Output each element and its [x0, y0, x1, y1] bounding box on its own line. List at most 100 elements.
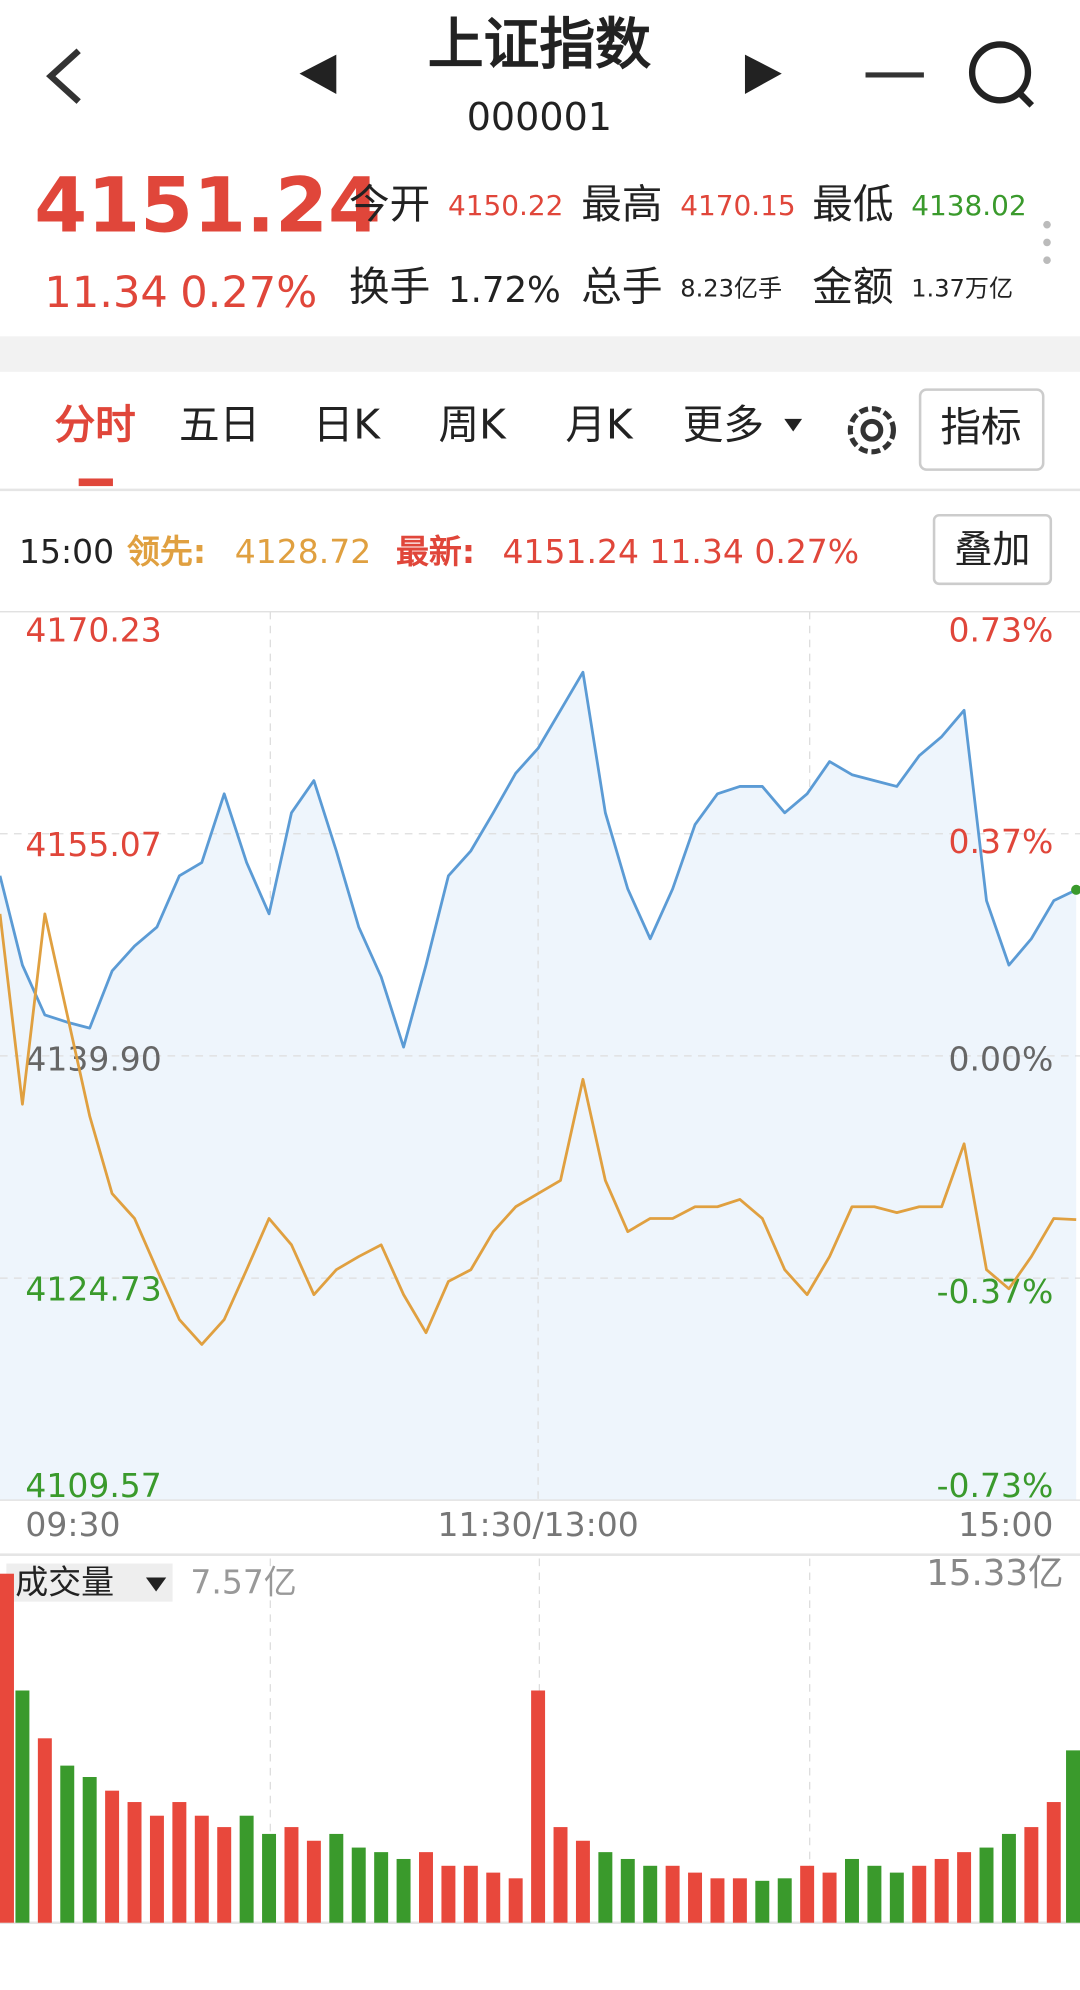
- y-tick-label: 4170.23: [25, 611, 161, 650]
- dropdown-arrow: [784, 418, 803, 432]
- volume-bar: [374, 1852, 389, 1923]
- volume-bar: [889, 1872, 904, 1923]
- prev-button[interactable]: [299, 54, 337, 94]
- volume-bar: [643, 1865, 658, 1923]
- y-tick-label: 4124.73: [25, 1269, 161, 1308]
- volume-bar: [37, 1738, 52, 1923]
- volume-bar: [149, 1815, 164, 1923]
- price: 4151.24: [34, 161, 381, 250]
- volume-bar: [755, 1880, 770, 1923]
- volume-bar: [1024, 1827, 1039, 1923]
- volume-bar: [979, 1847, 994, 1923]
- back-button[interactable]: [46, 48, 81, 104]
- y2-tick-label: 0.37%: [949, 822, 1054, 861]
- stat-label: 总手: [581, 262, 662, 310]
- stat-label: 换手: [349, 262, 430, 310]
- volume-selector[interactable]: [6, 1563, 173, 1602]
- volume-bar: [284, 1827, 299, 1923]
- volume-bar: [262, 1833, 277, 1923]
- volume-bar: [1066, 1750, 1080, 1923]
- search-button[interactable]: [968, 41, 1035, 108]
- volume-bar: [822, 1872, 837, 1923]
- divider: [0, 336, 1080, 372]
- info-time: 15:00: [19, 532, 114, 571]
- volume-bar: [598, 1852, 613, 1923]
- volume-bar: [620, 1858, 635, 1923]
- latest-value: 4151.24 11.34 0.27%: [503, 532, 860, 571]
- volume-bar: [463, 1865, 478, 1923]
- lead-value: 4128.72: [235, 532, 371, 571]
- next-button[interactable]: [744, 54, 782, 94]
- y-tick-label: 4109.57: [25, 1466, 161, 1505]
- stat-value: 8.23亿手: [680, 274, 782, 302]
- volume-title: 成交量: [15, 1562, 114, 1601]
- stat-value: 4150.22: [448, 189, 563, 222]
- tab[interactable]: 月K: [565, 401, 634, 449]
- volume-bar: [732, 1878, 747, 1923]
- more-dots[interactable]: [1043, 220, 1051, 265]
- volume-bar: [553, 1827, 568, 1923]
- volume-bar: [441, 1865, 456, 1923]
- volume-bar: [217, 1827, 232, 1923]
- volume-bar: [239, 1815, 254, 1923]
- tab[interactable]: 分时: [55, 401, 136, 449]
- volume-bar: [575, 1840, 590, 1923]
- stat-value: 4170.15: [680, 189, 795, 222]
- stat-label: 最低: [812, 180, 893, 228]
- volume-bar: [0, 1573, 14, 1923]
- lead-label: 领先:: [127, 532, 206, 571]
- volume-bar: [665, 1865, 680, 1923]
- stat-label: 今开: [349, 180, 430, 228]
- volume-bar: [912, 1865, 927, 1923]
- volume-annotation: 7.57亿: [190, 1562, 296, 1601]
- overlay-button[interactable]: [932, 514, 1053, 586]
- volume-bar: [172, 1802, 187, 1923]
- x-tick-label: 15:00: [958, 1505, 1053, 1544]
- volume-bar: [60, 1765, 75, 1923]
- y-tick-label: 4155.07: [25, 825, 161, 864]
- volume-bar: [867, 1865, 882, 1923]
- stat-value: 1.72%: [448, 270, 561, 311]
- volume-bar: [306, 1840, 321, 1923]
- stat-value: 1.37万亿: [911, 274, 1013, 302]
- volume-bar: [934, 1858, 949, 1923]
- volume-bar: [957, 1852, 972, 1923]
- volume-bar: [351, 1847, 366, 1923]
- volume-bar: [194, 1815, 209, 1923]
- volume-bar: [486, 1872, 501, 1923]
- latest-label: 最新:: [396, 532, 475, 571]
- dropdown-arrow: [145, 1577, 167, 1592]
- change-pct: 0.27%: [180, 268, 317, 318]
- indicator-label: 指标: [940, 403, 1021, 451]
- volume-bar: [15, 1690, 30, 1923]
- indicator-button[interactable]: [918, 388, 1045, 471]
- tab[interactable]: 更多: [683, 401, 764, 449]
- volume-bar: [105, 1790, 120, 1923]
- settings-button[interactable]: [847, 406, 896, 455]
- code: 000001: [467, 95, 612, 139]
- y2-tick-label: 0.00%: [949, 1039, 1054, 1078]
- volume-bar: [508, 1878, 523, 1923]
- x-tick-label: 11:30/13:00: [437, 1505, 638, 1544]
- stat-label: 金额: [812, 262, 893, 310]
- y2-tick-label: 0.73%: [949, 611, 1054, 650]
- y2-tick-label: -0.73%: [937, 1466, 1054, 1505]
- tab[interactable]: 日K: [313, 401, 382, 449]
- volume-bar: [82, 1777, 97, 1923]
- title: 上证指数: [428, 12, 651, 77]
- y-tick-label: 4139.90: [25, 1039, 161, 1078]
- volume-bar: [688, 1872, 703, 1923]
- volume-bar: [1001, 1833, 1016, 1923]
- volume-bar: [531, 1690, 546, 1923]
- volume-bar: [1046, 1802, 1061, 1923]
- last-point: [1071, 884, 1080, 895]
- tab[interactable]: 五日: [179, 401, 260, 449]
- line: [0, 670, 1077, 1049]
- volume-bar: [710, 1878, 725, 1923]
- tab[interactable]: 周K: [438, 401, 507, 449]
- volume-bar: [396, 1858, 411, 1923]
- stat-value: 4138.02: [911, 189, 1026, 222]
- volume-bar: [329, 1833, 344, 1923]
